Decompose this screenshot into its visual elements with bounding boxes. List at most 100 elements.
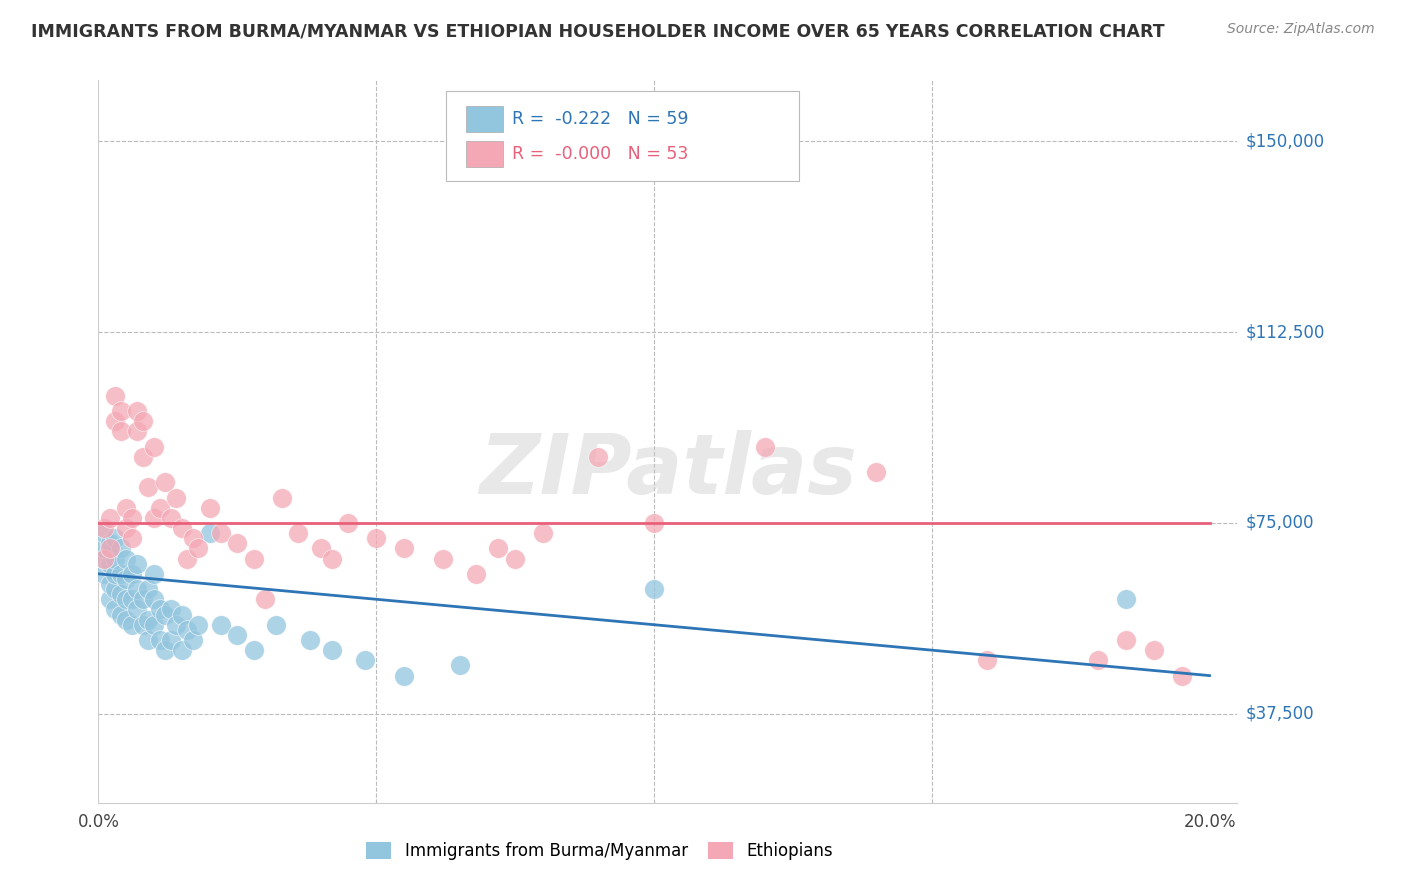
Point [486, 541, 509, 556]
Point [104, 566, 127, 581]
Point [104, 551, 127, 566]
Point [1115, 592, 1137, 607]
Point [643, 516, 665, 530]
Text: $75,000: $75,000 [1246, 514, 1315, 532]
Point [198, 526, 221, 541]
Point [226, 536, 249, 550]
Point [243, 643, 266, 657]
Text: $112,500: $112,500 [1246, 323, 1324, 341]
Text: ZIPatlas: ZIPatlas [479, 430, 856, 511]
Point [321, 551, 343, 566]
Point [93, 541, 115, 556]
Point [132, 414, 155, 428]
Point [865, 465, 887, 479]
Point [98, 541, 121, 556]
Point [298, 632, 321, 647]
Point [209, 526, 232, 541]
Point [176, 623, 198, 637]
Point [110, 404, 132, 418]
Point [153, 607, 176, 622]
Point [366, 531, 388, 545]
Point [98, 577, 121, 591]
Point [121, 531, 143, 545]
Point [449, 658, 471, 673]
Point [270, 491, 292, 505]
Point [110, 607, 132, 622]
Point [143, 511, 166, 525]
Text: R =  -0.222   N = 59: R = -0.222 N = 59 [512, 111, 689, 128]
Point [531, 526, 554, 541]
Point [132, 617, 155, 632]
Point [110, 566, 132, 581]
Point [138, 632, 160, 647]
Point [321, 643, 343, 657]
Text: IMMIGRANTS FROM BURMA/MYANMAR VS ETHIOPIAN HOUSEHOLDER INCOME OVER 65 YEARS CORR: IMMIGRANTS FROM BURMA/MYANMAR VS ETHIOPI… [31, 22, 1164, 40]
Point [98, 511, 121, 525]
Point [132, 592, 155, 607]
Point [1170, 668, 1192, 682]
Point [243, 551, 266, 566]
Point [287, 526, 309, 541]
Point [127, 602, 149, 616]
Point [159, 632, 181, 647]
Point [127, 404, 149, 418]
Point [115, 551, 138, 566]
Point [209, 617, 232, 632]
Point [159, 511, 181, 525]
Point [93, 526, 115, 541]
Point [143, 617, 166, 632]
Point [104, 602, 127, 616]
Point [170, 607, 193, 622]
Point [148, 632, 170, 647]
Point [104, 531, 127, 545]
Point [104, 414, 127, 428]
FancyBboxPatch shape [467, 141, 503, 167]
Point [98, 557, 121, 571]
Point [503, 551, 526, 566]
Point [226, 628, 249, 642]
Text: Source: ZipAtlas.com: Source: ZipAtlas.com [1227, 22, 1375, 37]
Point [264, 617, 287, 632]
Point [198, 500, 221, 515]
Point [643, 582, 665, 596]
Point [165, 617, 187, 632]
Point [121, 592, 143, 607]
Point [93, 521, 115, 535]
Point [127, 425, 149, 439]
Point [181, 531, 204, 545]
Point [121, 566, 143, 581]
Point [121, 617, 143, 632]
Point [170, 521, 193, 535]
Text: $150,000: $150,000 [1246, 132, 1324, 151]
Point [132, 450, 155, 464]
Point [170, 643, 193, 657]
Point [432, 551, 454, 566]
Point [110, 541, 132, 556]
Point [138, 582, 160, 596]
Legend: Immigrants from Burma/Myanmar, Ethiopians: Immigrants from Burma/Myanmar, Ethiopian… [360, 835, 839, 867]
Text: $37,500: $37,500 [1246, 705, 1315, 723]
Point [1115, 632, 1137, 647]
Point [153, 475, 176, 490]
Point [187, 541, 209, 556]
Point [115, 500, 138, 515]
Point [148, 602, 170, 616]
Point [176, 551, 198, 566]
Point [165, 491, 187, 505]
Point [976, 653, 998, 667]
Point [143, 566, 166, 581]
Point [93, 551, 115, 566]
Point [115, 572, 138, 586]
Point [93, 566, 115, 581]
Point [104, 389, 127, 403]
Point [110, 587, 132, 601]
Point [115, 521, 138, 535]
Point [1143, 643, 1166, 657]
Point [153, 643, 176, 657]
Point [148, 500, 170, 515]
Point [187, 617, 209, 632]
Point [159, 602, 181, 616]
Point [465, 566, 488, 581]
Point [98, 592, 121, 607]
Point [115, 613, 138, 627]
